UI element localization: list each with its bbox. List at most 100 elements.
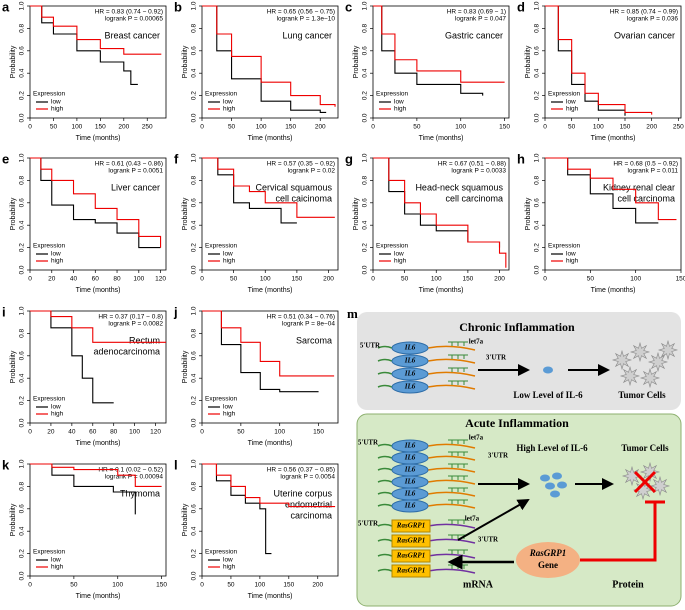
il6-label: IL6: [404, 466, 416, 474]
panel-letter: a: [2, 0, 10, 14]
x-tick-label: 250: [142, 124, 153, 131]
hr: HR = 0.56 (0.37 − 0.85): [267, 467, 335, 474]
utr5-strand: [377, 479, 393, 483]
il6-label: IL6: [404, 490, 416, 498]
x-tick-label: 150: [676, 276, 685, 283]
survival-curve: [373, 157, 507, 268]
y-tick-label: 0.8: [534, 24, 541, 33]
y-axis-label: Probability: [182, 45, 189, 78]
logrank: logrank P = 1.3e−10: [277, 16, 336, 23]
cancer-name: Sarcoma: [296, 335, 332, 345]
utr3: 3'UTR: [486, 354, 507, 362]
survival-curve: [30, 5, 162, 55]
x-tick-label: 0: [543, 276, 547, 283]
legend-label: low: [394, 251, 404, 258]
il6-gene: [391, 380, 429, 394]
cancer-name: Gastric cancer: [445, 30, 503, 40]
y-tick-label: 0.6: [191, 46, 198, 55]
low-level: Low Level of IL-6: [513, 390, 583, 400]
mirna: [448, 549, 468, 554]
y-tick-label: 0.4: [191, 68, 198, 77]
km-panel: c 0.0 0.2 0.4 0.6 0.8 1.0 0 50 100 150 Time (months…: [345, 0, 510, 142]
km-panel: f 0.0 0.2 0.4 0.6 0.8 1.0 0 50 100 150 200 Time (mon…: [174, 151, 339, 294]
x-tick-label: 0: [28, 582, 32, 589]
x-tick-label: 150: [291, 276, 302, 283]
km-panel: a 0.0 0.2 0.4 0.6 0.8 1.0 0 50 100 150 200 250 Time (…: [2, 0, 167, 142]
il6-label: IL6: [404, 478, 416, 486]
hr: HR = 0.85 (0.74 − 0.99): [610, 9, 678, 16]
mirna: [448, 354, 468, 359]
km-panel: d 0.0 0.2 0.4 0.6 0.8 1.0 0 50 100 150 200 250 Time (…: [517, 0, 684, 142]
utr5-strand: [377, 568, 393, 572]
plot-frame: [544, 5, 682, 119]
survival-curve: [202, 5, 336, 107]
legend-title: Expression: [205, 243, 238, 250]
rasgrp1-label: RasGRP1: [396, 537, 425, 545]
legend-label: low: [394, 99, 404, 106]
mirna: [448, 487, 468, 492]
utr3-strand: [427, 538, 476, 544]
y-tick-label: 0.2: [191, 549, 198, 558]
x-tick-label: 150: [283, 582, 294, 589]
y-tick-label: 0.6: [19, 351, 26, 360]
x-tick-label: 80: [110, 429, 118, 436]
x-axis-label: Time (months): [76, 287, 121, 294]
x-axis-label: Time (months): [76, 440, 121, 447]
y-tick-label: 0.0: [19, 113, 26, 122]
survival-curve: [30, 310, 166, 343]
legend-title: Expression: [205, 396, 238, 403]
utr3-strand: [427, 384, 476, 390]
y-tick-label: 0.2: [19, 396, 26, 405]
y-axis-label: Probability: [525, 197, 532, 230]
gene-name: RasGRP1: [529, 548, 567, 558]
x-tick-label: 100: [593, 124, 604, 131]
rasgrp1-box: [391, 519, 431, 533]
km-panel: j 0.0 0.2 0.4 0.6 0.8 1.0 0 50 100 150 Time (months…: [173, 304, 339, 447]
legend-title: Expression: [33, 396, 66, 403]
x-tick-label: 20: [48, 276, 56, 283]
y-tick-label: 1.0: [534, 1, 541, 10]
y-tick-label: 0.2: [362, 243, 369, 252]
rasgrp1-label: RasGRP1: [396, 522, 425, 530]
cancer-name: Uterine corpus: [273, 488, 332, 498]
logrank: logrank P = 0.011: [627, 168, 678, 175]
tumor-cell: [657, 339, 679, 361]
x-tick-label: 0: [543, 124, 547, 131]
survival-curve: [202, 157, 335, 218]
legend-label: high: [223, 564, 236, 571]
x-axis-label: Time (months): [248, 287, 293, 294]
il6-gene: [391, 341, 429, 355]
inhibit-line: [580, 500, 665, 562]
x-tick-label: 0: [200, 276, 204, 283]
x-tick-label: 50: [237, 429, 245, 436]
x-tick-label: 150: [620, 124, 631, 131]
cancer-name: adenocarcinoma: [93, 346, 160, 356]
mirna: [448, 534, 468, 539]
y-tick-label: 0.6: [534, 198, 541, 207]
logrank: logrank P = 0.0054: [280, 474, 335, 481]
legend-label: high: [566, 106, 579, 113]
mirna: [448, 475, 468, 480]
legend-title: Expression: [548, 243, 581, 250]
survival-curve: [545, 157, 677, 221]
x-axis-label: Time (months): [248, 440, 293, 447]
legend-label: high: [394, 258, 407, 265]
hr: HR = 0.83 (0.69 − 1): [447, 9, 506, 16]
cancer-name: Cervical squamous: [255, 182, 332, 192]
survival-curve: [30, 463, 162, 487]
x-tick-label: 200: [312, 582, 323, 589]
y-tick-label: 0.6: [191, 351, 198, 360]
y-tick-label: 1.0: [191, 153, 198, 162]
rasgrp1-mrnas: RasGRP1 RasGRP1 RasGRP1 RasGRP1: [377, 519, 476, 578]
x-tick-label: 0: [200, 582, 204, 589]
utr3-strand: [427, 467, 476, 473]
rasgrp1-box: [391, 564, 431, 578]
plot-frame: [29, 157, 167, 271]
utr3-strand: [427, 371, 476, 377]
km-panel: g 0.0 0.2 0.4 0.6 0.8 1.0 0 50 100 150 200 Time (mon…: [345, 151, 510, 294]
cancer-name: Liver cancer: [111, 182, 160, 192]
y-tick-label: 0.0: [19, 571, 26, 580]
x-tick-label: 200: [646, 124, 657, 131]
legend-label: high: [51, 258, 64, 265]
